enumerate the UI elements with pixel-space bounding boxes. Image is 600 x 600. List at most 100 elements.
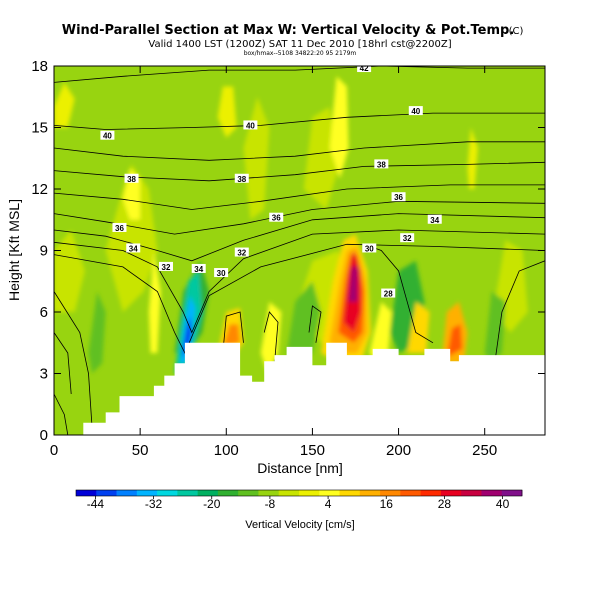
y-tick-label: 12 <box>31 181 48 198</box>
contour-label-box <box>100 130 115 140</box>
colorbar-swatch <box>501 490 523 496</box>
contour-label-text: 40 <box>246 121 255 130</box>
contour-label: 38 <box>234 173 249 184</box>
velocity-region <box>222 324 241 347</box>
colorbar-swatch <box>380 490 401 496</box>
colorbar-swatch <box>238 490 259 496</box>
pot-temp-contour <box>54 213 545 262</box>
contour-label-box <box>243 120 258 130</box>
contour-label-text: 28 <box>384 290 393 299</box>
chart-small-line: box/hmax--5108 34822:20 95 2179m <box>244 50 357 57</box>
contour-label: 32 <box>400 233 415 243</box>
pot-temp-contour <box>54 66 545 83</box>
colorbar-swatch <box>359 490 381 496</box>
pot-temp-contour <box>54 112 545 130</box>
contour-label-text: 34 <box>430 216 439 225</box>
colorbar-tick-label: 40 <box>496 497 510 511</box>
contour-label-text: 36 <box>272 214 281 223</box>
contour-label-box <box>362 243 377 253</box>
velocity-region <box>407 301 430 353</box>
velocity-region <box>467 127 478 189</box>
velocity-region <box>369 301 392 364</box>
contour-label-box <box>357 66 372 73</box>
pot-temp-contour <box>54 184 545 210</box>
contour-label-text: 34 <box>194 265 203 274</box>
colorbar <box>75 489 523 497</box>
contour-label-box <box>400 233 415 243</box>
colorbar-swatch <box>157 490 178 496</box>
velocity-region <box>446 324 463 358</box>
colorbar-swatch <box>197 490 219 496</box>
contour-label: 32 <box>234 247 249 258</box>
contour-label-box <box>408 106 423 116</box>
contour-label-text: 30 <box>217 269 226 278</box>
colorbar-swatch <box>258 490 280 496</box>
contour-label-box <box>124 173 139 183</box>
contour-label: 40 <box>408 106 423 116</box>
colorbar-swatch <box>278 490 300 496</box>
contour-label-box <box>374 159 389 169</box>
colorbar-swatch <box>400 490 422 496</box>
contour-label-box <box>158 261 173 271</box>
colorbar-tick-label: 4 <box>325 497 332 511</box>
contour-label-box <box>191 263 206 273</box>
velocity-region <box>88 291 106 374</box>
colorbar-tick-label: -44 <box>87 497 105 511</box>
colorbar-swatch <box>217 490 239 496</box>
colorbar-swatch <box>299 490 320 496</box>
contour-label: 30 <box>362 243 377 253</box>
contour-label: 38 <box>374 159 389 169</box>
velocity-region <box>217 86 237 138</box>
y-tick-label: 0 <box>40 427 48 444</box>
contour-label-text: 40 <box>103 132 112 141</box>
contour-label-text: 42 <box>360 64 369 73</box>
contour-label: 34 <box>126 243 141 253</box>
colorbar-swatch <box>461 490 482 496</box>
velocity-region <box>54 230 85 312</box>
contour-label-text: 38 <box>127 175 136 184</box>
velocity-region <box>54 82 75 128</box>
colorbar-tick-label: -20 <box>203 497 221 511</box>
contour-label-text: 32 <box>162 263 171 272</box>
contour-label: 40 <box>100 130 115 141</box>
pot-temp-contour <box>308 305 322 343</box>
terrain <box>54 342 545 435</box>
chart-title: Wind-Parallel Section at Max W: Vertical… <box>62 23 515 38</box>
x-tick-label: 50 <box>132 442 149 459</box>
contour-label: 32 <box>158 261 173 272</box>
colorbar-swatch <box>177 490 199 496</box>
contour-label-box <box>214 268 229 278</box>
colorbar-swatch <box>319 490 340 496</box>
colorbar-swatch <box>440 490 462 496</box>
chart-subtitle: Valid 1400 LST (1200Z) SAT 11 Dec 2010 [… <box>148 39 451 50</box>
pot-temp-contour <box>263 311 279 364</box>
velocity-region <box>105 164 158 312</box>
contour-lines <box>54 66 545 435</box>
y-tick-label: 6 <box>40 304 48 321</box>
velocity-region <box>484 291 506 364</box>
colorbar-swatch <box>96 490 117 496</box>
contour-label-text: 34 <box>129 244 138 253</box>
contour-label: 38 <box>124 173 139 184</box>
velocity-region <box>329 76 349 179</box>
contour-label-text: 38 <box>377 160 386 169</box>
contour-label-box <box>391 192 406 202</box>
colorbar-swatch <box>136 490 158 496</box>
contour-label: 30 <box>214 268 229 278</box>
pot-temp-contour <box>54 393 69 435</box>
y-tick-label: 3 <box>40 366 48 383</box>
colorbar-tick-label: -8 <box>265 497 276 511</box>
terrain-mask <box>54 342 545 435</box>
colorbar-swatch <box>116 490 138 496</box>
colorbar-swatch <box>339 490 361 496</box>
x-tick-label: 200 <box>386 442 411 459</box>
contour-label: 40 <box>243 120 258 130</box>
contour-label-text: 32 <box>237 249 246 258</box>
contour-label: 36 <box>269 212 284 223</box>
contour-label: 34 <box>191 263 206 274</box>
colorbar-label: Vertical Velocity [cm/s] <box>245 519 354 531</box>
y-tick-label: 18 <box>31 58 48 75</box>
